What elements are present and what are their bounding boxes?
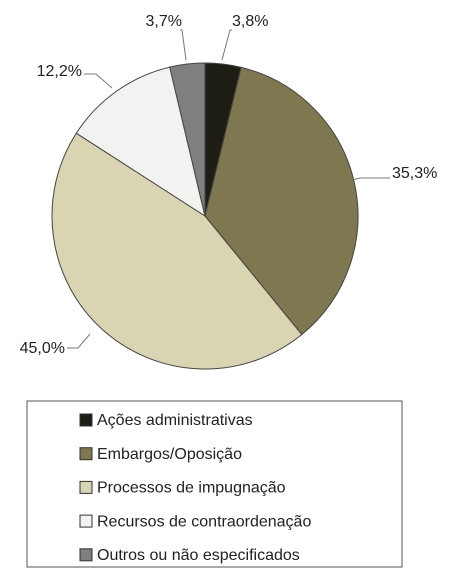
data-label: 12,2%	[37, 63, 82, 80]
data-label: 35,3%	[392, 165, 437, 182]
legend-label: Outros ou não especificados	[97, 547, 300, 564]
legend-swatch	[79, 514, 93, 528]
legend-swatch	[79, 548, 93, 562]
legend-swatch	[79, 447, 93, 461]
leader-line	[84, 73, 113, 89]
pie-slice	[75, 66, 206, 218]
pie-slice	[204, 66, 359, 336]
legend-swatch	[79, 413, 93, 427]
legend-label: Ações administrativas	[97, 412, 253, 429]
legend-swatch	[79, 480, 93, 494]
leader-line	[351, 177, 390, 181]
pie-slice	[51, 132, 303, 370]
leader-line	[67, 333, 91, 349]
data-label: 45,0%	[20, 340, 65, 357]
data-label: 3,8%	[232, 13, 268, 30]
data-label: 3,7%	[146, 13, 182, 30]
leader-line	[221, 29, 232, 61]
leader-line	[180, 29, 187, 61]
pie-slice	[169, 62, 206, 217]
legend-label: Recursos de contraordenação	[97, 513, 311, 530]
legend-label: Embargos/Oposição	[97, 446, 242, 463]
legend-label: Processos de impugnação	[97, 480, 286, 497]
